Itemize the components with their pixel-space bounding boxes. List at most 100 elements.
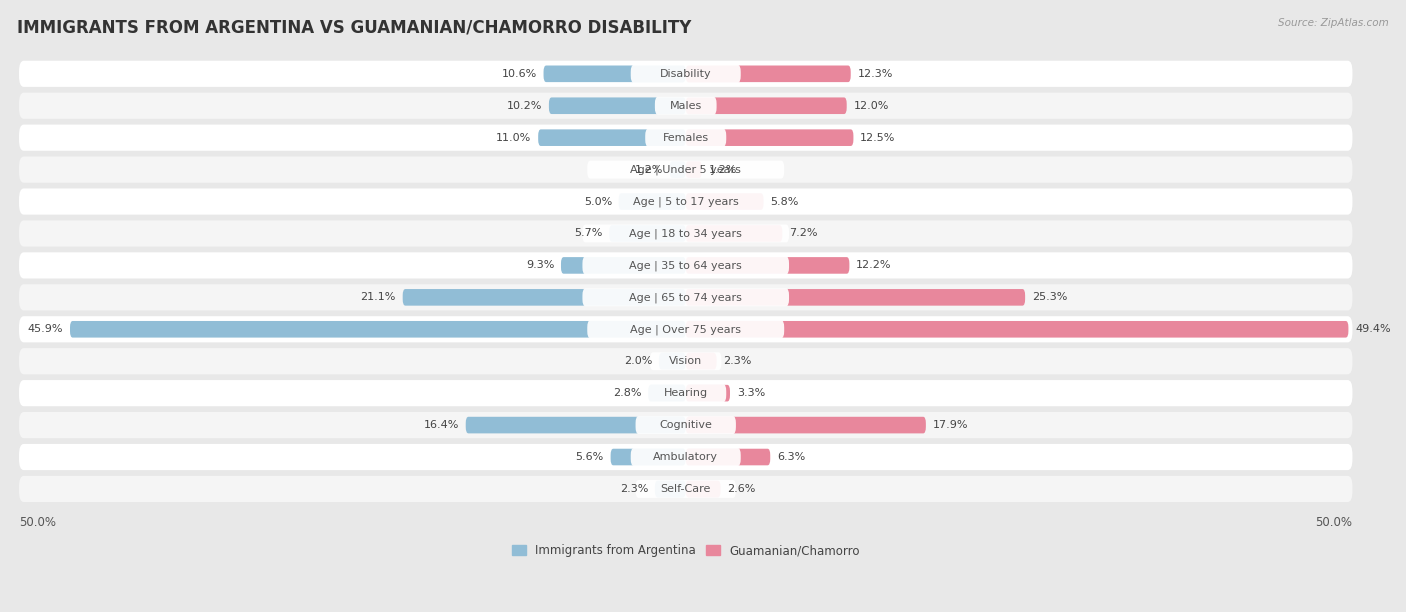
Text: 1.2%: 1.2% — [634, 165, 662, 174]
FancyBboxPatch shape — [686, 129, 853, 146]
FancyBboxPatch shape — [686, 417, 927, 433]
FancyBboxPatch shape — [20, 252, 1353, 278]
FancyBboxPatch shape — [20, 412, 1353, 438]
Text: 2.8%: 2.8% — [613, 388, 641, 398]
Text: 5.8%: 5.8% — [770, 196, 799, 206]
FancyBboxPatch shape — [582, 256, 789, 274]
Text: Age | 35 to 64 years: Age | 35 to 64 years — [630, 260, 742, 271]
Text: Females: Females — [662, 133, 709, 143]
FancyBboxPatch shape — [548, 97, 686, 114]
FancyBboxPatch shape — [686, 480, 721, 498]
Text: Age | Over 75 years: Age | Over 75 years — [630, 324, 741, 335]
FancyBboxPatch shape — [610, 449, 686, 465]
FancyBboxPatch shape — [20, 348, 1353, 375]
Text: 10.2%: 10.2% — [506, 101, 543, 111]
Text: 12.2%: 12.2% — [856, 261, 891, 271]
FancyBboxPatch shape — [20, 92, 1353, 119]
Text: Cognitive: Cognitive — [659, 420, 713, 430]
FancyBboxPatch shape — [20, 61, 1353, 87]
FancyBboxPatch shape — [20, 316, 1353, 342]
Text: 9.3%: 9.3% — [526, 261, 554, 271]
FancyBboxPatch shape — [645, 129, 727, 147]
FancyBboxPatch shape — [636, 416, 735, 434]
FancyBboxPatch shape — [686, 162, 702, 178]
Text: 50.0%: 50.0% — [20, 516, 56, 529]
Text: 45.9%: 45.9% — [28, 324, 63, 334]
Text: 50.0%: 50.0% — [1316, 516, 1353, 529]
FancyBboxPatch shape — [686, 257, 849, 274]
FancyBboxPatch shape — [402, 289, 686, 305]
Text: 2.6%: 2.6% — [727, 484, 755, 494]
FancyBboxPatch shape — [582, 288, 789, 306]
FancyBboxPatch shape — [686, 97, 846, 114]
Text: 16.4%: 16.4% — [423, 420, 458, 430]
Text: 3.3%: 3.3% — [737, 388, 765, 398]
FancyBboxPatch shape — [20, 157, 1353, 183]
FancyBboxPatch shape — [544, 65, 686, 82]
Text: Vision: Vision — [669, 356, 703, 366]
FancyBboxPatch shape — [20, 444, 1353, 470]
Text: Source: ZipAtlas.com: Source: ZipAtlas.com — [1278, 18, 1389, 28]
FancyBboxPatch shape — [650, 353, 721, 370]
Text: 2.0%: 2.0% — [624, 356, 652, 366]
Text: Age | Under 5 years: Age | Under 5 years — [630, 165, 741, 175]
FancyBboxPatch shape — [20, 284, 1353, 310]
FancyBboxPatch shape — [561, 257, 686, 274]
FancyBboxPatch shape — [20, 380, 1353, 406]
Text: Males: Males — [669, 101, 702, 111]
FancyBboxPatch shape — [631, 448, 741, 466]
FancyBboxPatch shape — [582, 225, 789, 242]
FancyBboxPatch shape — [686, 321, 1348, 338]
Text: Self-Care: Self-Care — [661, 484, 711, 494]
FancyBboxPatch shape — [609, 225, 686, 242]
FancyBboxPatch shape — [659, 353, 686, 370]
Text: 21.1%: 21.1% — [360, 293, 396, 302]
FancyBboxPatch shape — [20, 188, 1353, 215]
Text: 17.9%: 17.9% — [932, 420, 969, 430]
FancyBboxPatch shape — [686, 449, 770, 465]
Text: 25.3%: 25.3% — [1032, 293, 1067, 302]
FancyBboxPatch shape — [20, 476, 1353, 502]
Text: 2.3%: 2.3% — [620, 484, 648, 494]
Text: 1.2%: 1.2% — [709, 165, 737, 174]
Legend: Immigrants from Argentina, Guamanian/Chamorro: Immigrants from Argentina, Guamanian/Cha… — [512, 544, 859, 557]
Text: 7.2%: 7.2% — [789, 228, 817, 239]
Text: IMMIGRANTS FROM ARGENTINA VS GUAMANIAN/CHAMORRO DISABILITY: IMMIGRANTS FROM ARGENTINA VS GUAMANIAN/C… — [17, 18, 692, 36]
FancyBboxPatch shape — [636, 480, 735, 498]
FancyBboxPatch shape — [588, 161, 785, 179]
FancyBboxPatch shape — [20, 220, 1353, 247]
FancyBboxPatch shape — [20, 125, 1353, 151]
FancyBboxPatch shape — [669, 162, 686, 178]
Text: 5.6%: 5.6% — [575, 452, 605, 462]
FancyBboxPatch shape — [70, 321, 686, 338]
FancyBboxPatch shape — [648, 385, 686, 401]
FancyBboxPatch shape — [686, 65, 851, 82]
Text: 12.5%: 12.5% — [860, 133, 896, 143]
FancyBboxPatch shape — [686, 289, 1025, 305]
FancyBboxPatch shape — [619, 193, 686, 210]
FancyBboxPatch shape — [686, 353, 717, 370]
Text: 12.0%: 12.0% — [853, 101, 889, 111]
Text: 11.0%: 11.0% — [496, 133, 531, 143]
Text: 6.3%: 6.3% — [778, 452, 806, 462]
FancyBboxPatch shape — [686, 193, 763, 210]
Text: Age | 18 to 34 years: Age | 18 to 34 years — [630, 228, 742, 239]
Text: Ambulatory: Ambulatory — [654, 452, 718, 462]
Text: 5.7%: 5.7% — [574, 228, 603, 239]
FancyBboxPatch shape — [538, 129, 686, 146]
Text: 5.0%: 5.0% — [583, 196, 612, 206]
FancyBboxPatch shape — [655, 97, 717, 114]
FancyBboxPatch shape — [588, 320, 785, 338]
Text: Age | 5 to 17 years: Age | 5 to 17 years — [633, 196, 738, 207]
Text: 12.3%: 12.3% — [858, 69, 893, 79]
FancyBboxPatch shape — [686, 385, 730, 401]
FancyBboxPatch shape — [645, 384, 727, 402]
Text: Age | 65 to 74 years: Age | 65 to 74 years — [630, 292, 742, 302]
Text: 49.4%: 49.4% — [1355, 324, 1391, 334]
FancyBboxPatch shape — [588, 193, 785, 211]
Text: 2.3%: 2.3% — [723, 356, 752, 366]
FancyBboxPatch shape — [686, 225, 782, 242]
FancyBboxPatch shape — [655, 480, 686, 498]
Text: Hearing: Hearing — [664, 388, 707, 398]
Text: 10.6%: 10.6% — [502, 69, 537, 79]
